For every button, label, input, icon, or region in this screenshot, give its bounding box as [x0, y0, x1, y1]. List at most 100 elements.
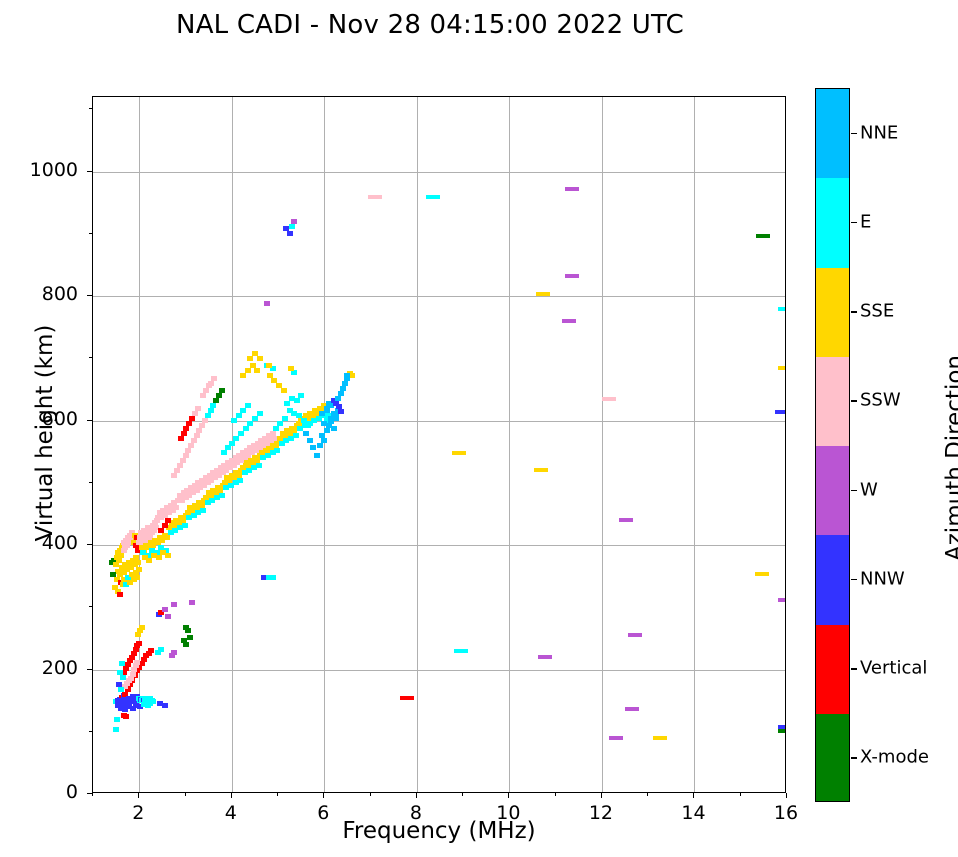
- x-axis-minor-tick: [92, 793, 93, 796]
- data-point: [777, 306, 785, 311]
- data-point: [262, 435, 269, 441]
- data-point: [188, 485, 195, 491]
- x-axis-minor-tick: [739, 793, 741, 796]
- colorbar-segment-x-mode[interactable]: [816, 713, 849, 801]
- data-point: [164, 517, 171, 523]
- data-point: [168, 653, 175, 659]
- colorbar-tick: [851, 668, 857, 670]
- data-point: [235, 472, 242, 478]
- data-point: [157, 609, 164, 615]
- y-axis-tick: [87, 793, 92, 794]
- data-point: [290, 218, 297, 224]
- data-point: [240, 373, 247, 379]
- colorbar-tick: [851, 489, 857, 492]
- colorbar-title: Azimuth Direction: [942, 355, 958, 561]
- data-point: [777, 366, 785, 371]
- data-point: [212, 490, 219, 496]
- x-axis-title: Frequency (MHz): [342, 818, 536, 844]
- data-point: [154, 515, 161, 521]
- colorbar-segment-vertical[interactable]: [816, 624, 849, 714]
- data-point: [154, 649, 161, 655]
- data-point: [266, 373, 273, 379]
- y-axis-tick-label: 1000: [29, 158, 78, 181]
- data-point: [114, 577, 121, 583]
- data-point: [204, 480, 211, 486]
- y-axis-tick: [87, 170, 92, 172]
- data-point: [777, 728, 785, 733]
- colorbar-segment-ssw[interactable]: [816, 356, 849, 446]
- data-point: [325, 423, 332, 429]
- colorbar-tick: [851, 400, 857, 402]
- data-point: [240, 465, 247, 471]
- data-point: [256, 445, 263, 451]
- data-point: [256, 452, 263, 458]
- data-point: [213, 398, 220, 404]
- colorbar-segment-w[interactable]: [816, 446, 849, 536]
- data-point: [263, 447, 270, 453]
- data-point: [258, 438, 265, 444]
- colorbar-segment-nnw[interactable]: [816, 535, 849, 625]
- data-point: [135, 632, 142, 638]
- data-point: [127, 658, 133, 664]
- data-point: [452, 450, 467, 455]
- data-point: [206, 472, 213, 478]
- gridline-vertical: [139, 97, 141, 792]
- data-point: [197, 485, 204, 491]
- data-point: [166, 525, 173, 531]
- data-point: [208, 477, 215, 483]
- data-point: [243, 447, 250, 453]
- gridline-horizontal: [93, 420, 785, 422]
- data-point: [134, 574, 141, 580]
- data-point: [251, 415, 258, 421]
- data-point: [150, 699, 157, 705]
- data-point: [149, 530, 156, 536]
- data-point: [232, 480, 239, 486]
- data-point: [146, 557, 153, 563]
- y-axis-tick-label: 400: [41, 532, 78, 555]
- data-point: [126, 678, 133, 684]
- data-point: [225, 445, 232, 451]
- data-point: [223, 467, 230, 473]
- x-axis-tick: [138, 793, 140, 798]
- data-point: [213, 467, 220, 473]
- data-point: [139, 624, 146, 630]
- data-point: [255, 462, 262, 468]
- data-point: [145, 545, 152, 551]
- data-point: [226, 465, 233, 471]
- data-point: [128, 572, 135, 578]
- data-point: [201, 482, 208, 488]
- colorbar-tick: [851, 221, 857, 224]
- data-point: [333, 415, 340, 421]
- data-point: [171, 500, 178, 506]
- data-point: [212, 475, 219, 481]
- x-axis-tick-label: 6: [317, 802, 330, 824]
- data-point: [180, 517, 187, 523]
- data-point: [278, 440, 285, 446]
- data-point: [265, 433, 272, 439]
- data-point: [242, 425, 249, 431]
- data-point: [321, 438, 328, 444]
- colorbar[interactable]: [815, 88, 850, 802]
- data-point: [209, 497, 216, 503]
- data-point: [225, 460, 232, 466]
- data-point: [601, 397, 616, 402]
- data-point: [114, 588, 121, 594]
- data-point: [189, 507, 196, 513]
- colorbar-segment-nne[interactable]: [816, 89, 849, 179]
- data-point: [291, 369, 298, 375]
- colorbar-segment-e[interactable]: [816, 178, 849, 268]
- x-axis-tick: [786, 793, 787, 798]
- x-axis-tick-label: 2: [132, 802, 145, 824]
- data-point: [628, 632, 643, 637]
- data-point: [368, 194, 383, 199]
- data-point: [249, 363, 256, 369]
- data-point: [198, 502, 205, 508]
- data-point: [176, 492, 183, 498]
- data-point: [167, 530, 174, 536]
- data-point: [193, 433, 200, 439]
- data-point: [775, 409, 785, 414]
- colorbar-segment-sse[interactable]: [816, 267, 849, 357]
- data-point: [286, 430, 293, 436]
- data-point: [305, 415, 312, 421]
